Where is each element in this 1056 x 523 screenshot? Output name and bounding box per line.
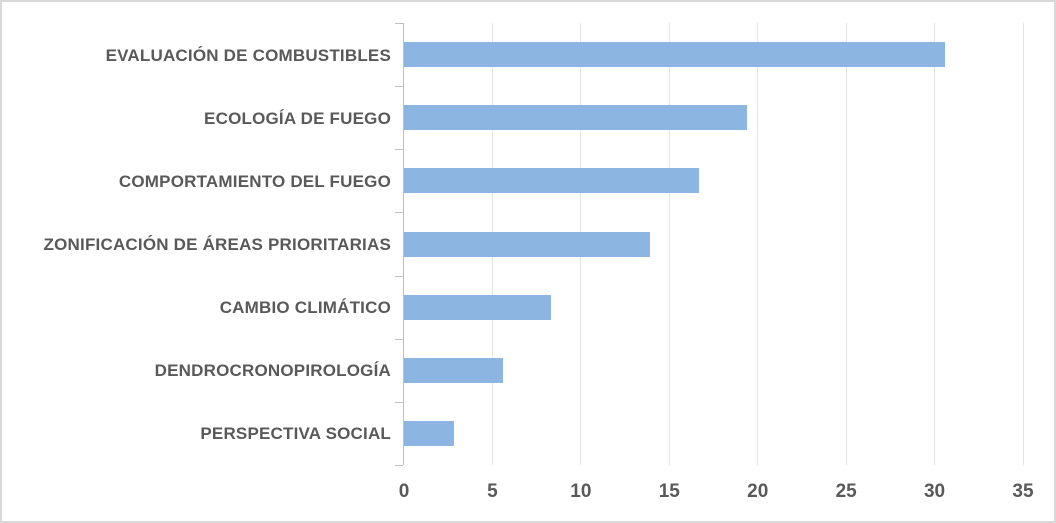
category-label: ECOLOGÍA DE FUEGO [204, 108, 391, 128]
axis-tick [395, 401, 403, 403]
x-tick-label: 25 [835, 481, 857, 502]
bar-1 [404, 42, 946, 68]
category-label: PERSPECTIVA SOCIAL [200, 424, 391, 444]
x-tick-label: 20 [747, 481, 769, 502]
bar-3 [404, 168, 700, 194]
axis-tick [395, 275, 403, 277]
bar-2 [404, 105, 748, 131]
bar-5 [404, 294, 551, 320]
category-label: DENDROCRONOPIROLOGÍA [154, 361, 391, 381]
category-label: EVALUACIÓN DE COMBUSTIBLES [105, 45, 391, 65]
x-tick-label: 0 [398, 481, 410, 502]
gridline [934, 23, 936, 465]
category-label: CAMBIO CLIMÁTICO [219, 298, 391, 318]
gridline [757, 23, 759, 465]
category-label: ZONIFICACIÓN DE ÁREAS PRIORITARIAS [43, 235, 391, 254]
bar-4 [404, 231, 650, 257]
gridline [845, 23, 847, 465]
axis-tick [395, 465, 403, 466]
bar-6 [404, 357, 504, 383]
gridline [668, 23, 670, 465]
axis-tick [395, 86, 403, 88]
x-tick-label: 10 [570, 481, 592, 502]
axis-tick [395, 149, 403, 151]
category-axis-line [403, 23, 404, 465]
gridline [1022, 23, 1024, 465]
x-tick-label: 30 [923, 481, 946, 502]
axis-tick [395, 212, 403, 214]
category-label: COMPORTAMIENTO DEL FUEGO [118, 171, 391, 191]
x-tick-label: 5 [487, 481, 498, 502]
bar-7 [404, 420, 454, 446]
x-tick-label: 15 [658, 481, 680, 502]
axis-tick [395, 23, 403, 24]
axis-tick [395, 338, 403, 340]
x-tick-label: 35 [1012, 481, 1034, 502]
